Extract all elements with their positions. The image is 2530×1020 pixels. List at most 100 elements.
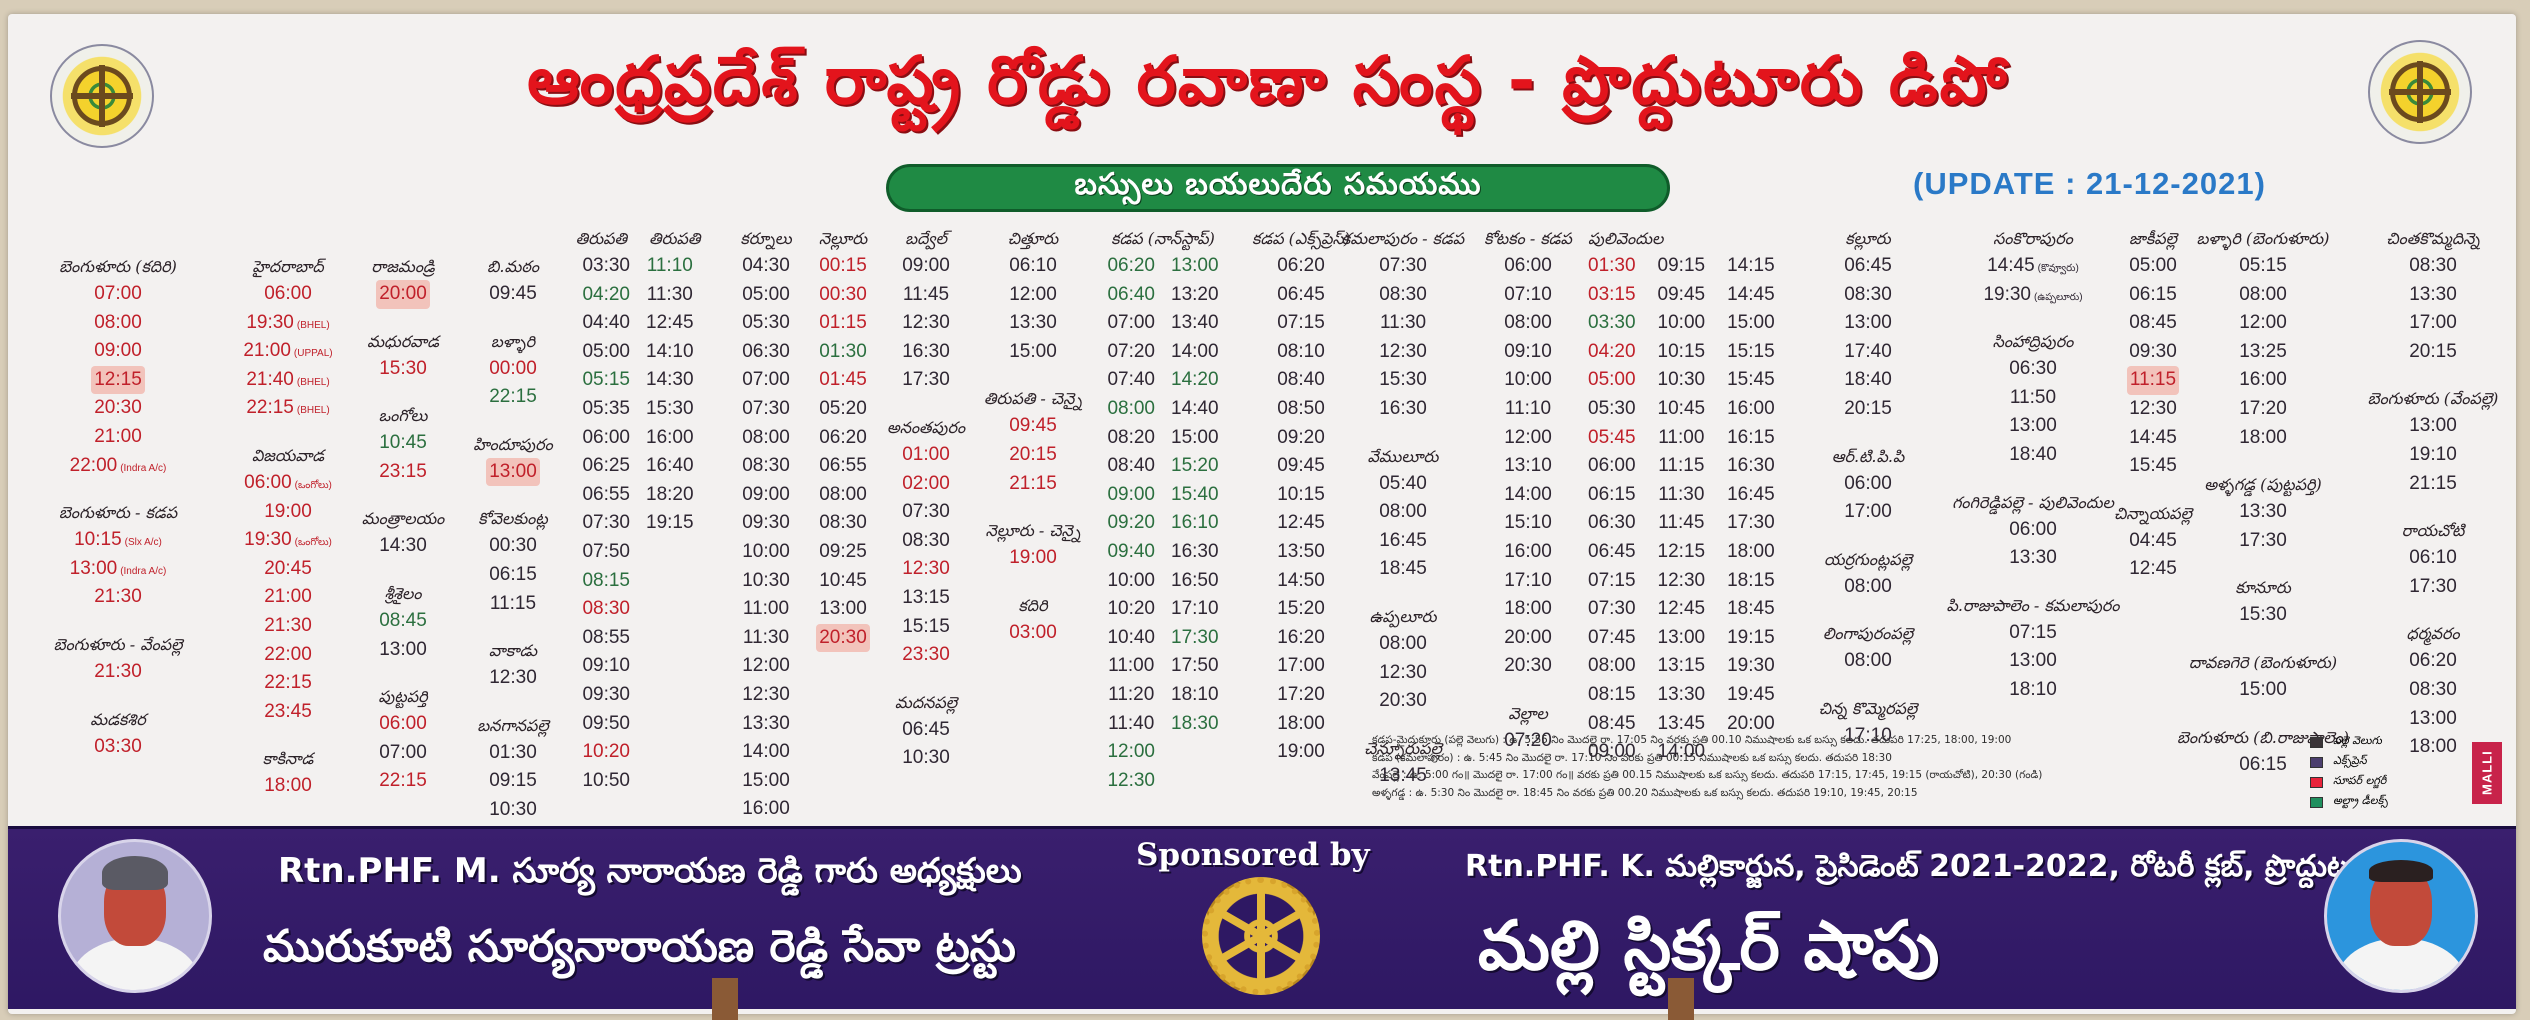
time-value: 06:15 (2129, 283, 2177, 305)
departure-time: 11:10 (1505, 395, 1551, 424)
destination-heading: లింగాపురంపల్లె (1822, 624, 1914, 644)
departure-time: 04:45 (2129, 527, 2177, 556)
route-block: బెంగుళూరు (కదిరి) 07:00 08:00 09:00 12:15 20:… (59, 254, 177, 480)
time-value: 05:00 (742, 283, 790, 305)
time-value: 12:00 (2239, 312, 2287, 334)
time-value: 15:10 (1504, 512, 1552, 534)
time-value: 08:00 (1379, 501, 1427, 523)
time-value: 11:15 (489, 592, 537, 614)
route-block: బెంగుళూరు - వేంపల్లె 21:30 (54, 632, 183, 687)
time-note: (UPPAL) (293, 348, 333, 360)
time-value: 17:00 (1277, 655, 1325, 677)
departure-time: 19:00 (1277, 738, 1325, 767)
departure-time: 13:30 (1658, 681, 1706, 710)
time-value: 22:15 (264, 672, 312, 694)
time-value: 13:00 (379, 638, 427, 660)
time-value: 10:30 (742, 569, 790, 591)
sponsor-footer: Rtn.PHF. M. సూర్య నారాయణ రెడ్డి గారు అధ్… (8, 826, 2516, 1009)
time-value: 11:45 (1658, 512, 1705, 534)
time-value: 08:30 (819, 512, 867, 534)
destination-heading: దావణగెరె (బెంగుళూరు) (2188, 652, 2338, 672)
rotary-president-line: Rtn.PHF. K. మల్లికార్జున, ప్రెసిడెంట్ 20… (1465, 849, 2399, 884)
departure-time: 13:00 (1658, 624, 1706, 653)
departure-time: 09:45 (1009, 412, 1057, 441)
departure-time: 15:30 (379, 355, 427, 384)
route-block: రాజమండ్రి 20:00 (371, 254, 435, 309)
time-value: 12:00 (742, 655, 790, 677)
departure-time: 07:00 (94, 280, 142, 309)
time-value: 09:00 (94, 340, 142, 362)
departure-time: 13:30 (742, 710, 790, 739)
departure-time: 08:30 (1379, 281, 1427, 310)
time-note: (Indra A/c) (120, 565, 167, 577)
destination-heading: చెన్నూరుపల్లె (1364, 738, 1442, 758)
legend-swatch (2310, 796, 2323, 808)
departure-time: 13:00 (486, 457, 540, 487)
time-value: 15:20 (1171, 455, 1219, 477)
time-value: 08:55 (582, 626, 630, 648)
route-block: చిన్న కొమ్మెరపల్లె 17:10 (1819, 696, 1918, 751)
timetable-column: పులివెందుల 01:30 03:15 03:30 04:20 05:00 05:30… (1588, 226, 1808, 767)
time-value: 13:00 (489, 460, 537, 482)
departure-time: 16:30 (1727, 452, 1775, 481)
time-value: 10:45 (819, 569, 867, 591)
departure-time: 21:00 (94, 423, 142, 452)
departure-time: 10:00 (742, 538, 790, 567)
time-value: 08:00 (2239, 283, 2287, 305)
timetable-column: రాజమండ్రి 20:00 మధురవాడ 15:30 ఒంగోలు 10:45 23:… (348, 254, 458, 816)
time-value: 17:00 (2409, 312, 2457, 334)
time-value: 15:30 (379, 357, 427, 379)
departure-time: 09:40 (1107, 538, 1155, 567)
route-block: వాకాడు 12:30 (489, 638, 537, 693)
departure-time: 11:15 (490, 590, 536, 619)
destination-heading: మంత్రాలయం (361, 509, 445, 529)
route-block: ఒంగోలు 10:45 23:15 (379, 403, 428, 486)
time-value: 08:30 (2409, 678, 2457, 700)
destination-heading: కోటకం - కడప (1484, 229, 1572, 248)
departure-time: 03:30 (1588, 309, 1636, 338)
time-value: 14:30 (379, 535, 427, 557)
departure-time: 06:00 (1588, 452, 1636, 481)
time-value: 07:15 (2009, 621, 2057, 643)
route-block: బి.మఠం 09:45 (487, 254, 539, 309)
time-value: 12:45 (1657, 598, 1706, 620)
departure-time: 11:15 (2126, 366, 2180, 395)
departure-time: 08:45 (2129, 309, 2177, 338)
time-value: 16:40 (646, 455, 694, 477)
departure-time: 08:30 (2409, 252, 2457, 281)
time-value: 16:30 (1171, 540, 1219, 562)
departure-time: 06:20 (819, 424, 867, 453)
time-value: 12:45 (1277, 512, 1325, 534)
departure-time: 07:10 (1504, 281, 1552, 310)
departure-time: 13:00 (Indra A/c) (70, 555, 167, 584)
time-value: 10:50 (582, 769, 630, 791)
time-value: 06:00 (1504, 255, 1552, 276)
time-value: 20:00 (1727, 712, 1775, 734)
time-value: 08:00 (1844, 650, 1892, 672)
departure-time: 17:40 (1844, 338, 1892, 367)
route-block: బెంగుళూరు (వేంపల్లె) 13:00 19:10 21:15 (2368, 386, 2499, 498)
departure-time: 18:10 (1171, 681, 1219, 710)
time-value: 14:00 (1657, 741, 1706, 763)
time-value: 13:10 (1504, 455, 1552, 477)
departure-time: 12:45 (1658, 595, 1706, 624)
route-block: కూనూరు 15:30 (2235, 575, 2291, 630)
time-value: 16:45 (1727, 483, 1775, 505)
time-value: 11:00 (1108, 655, 1155, 677)
destination-heading: ధర్మవరం (2406, 624, 2460, 644)
departure-time: 05:15 (582, 366, 630, 395)
departure-time: 12:30 (1107, 767, 1155, 796)
time-value: 11:15 (1658, 455, 1705, 477)
departure-time: 00:15 (819, 252, 867, 281)
timetable-column: హైదరాబాద్ 06:00 19:30 (BHEL) 21:00 (UPPAL) 21:… (208, 254, 368, 821)
time-value: 12:15 (1657, 540, 1706, 562)
departure-time: 14:45 (2129, 424, 2177, 453)
departure-time: 05:00 (582, 338, 630, 367)
departure-time: 21:15 (1009, 470, 1057, 499)
departure-time: 06:55 (819, 452, 867, 481)
time-value: 08:30 (902, 529, 950, 551)
time-value: 06:45 (1844, 255, 1892, 276)
time-value: 12:00 (1009, 283, 1057, 305)
time-note: (Indra A/c) (120, 462, 167, 474)
time-value: 22:15 (379, 770, 427, 792)
